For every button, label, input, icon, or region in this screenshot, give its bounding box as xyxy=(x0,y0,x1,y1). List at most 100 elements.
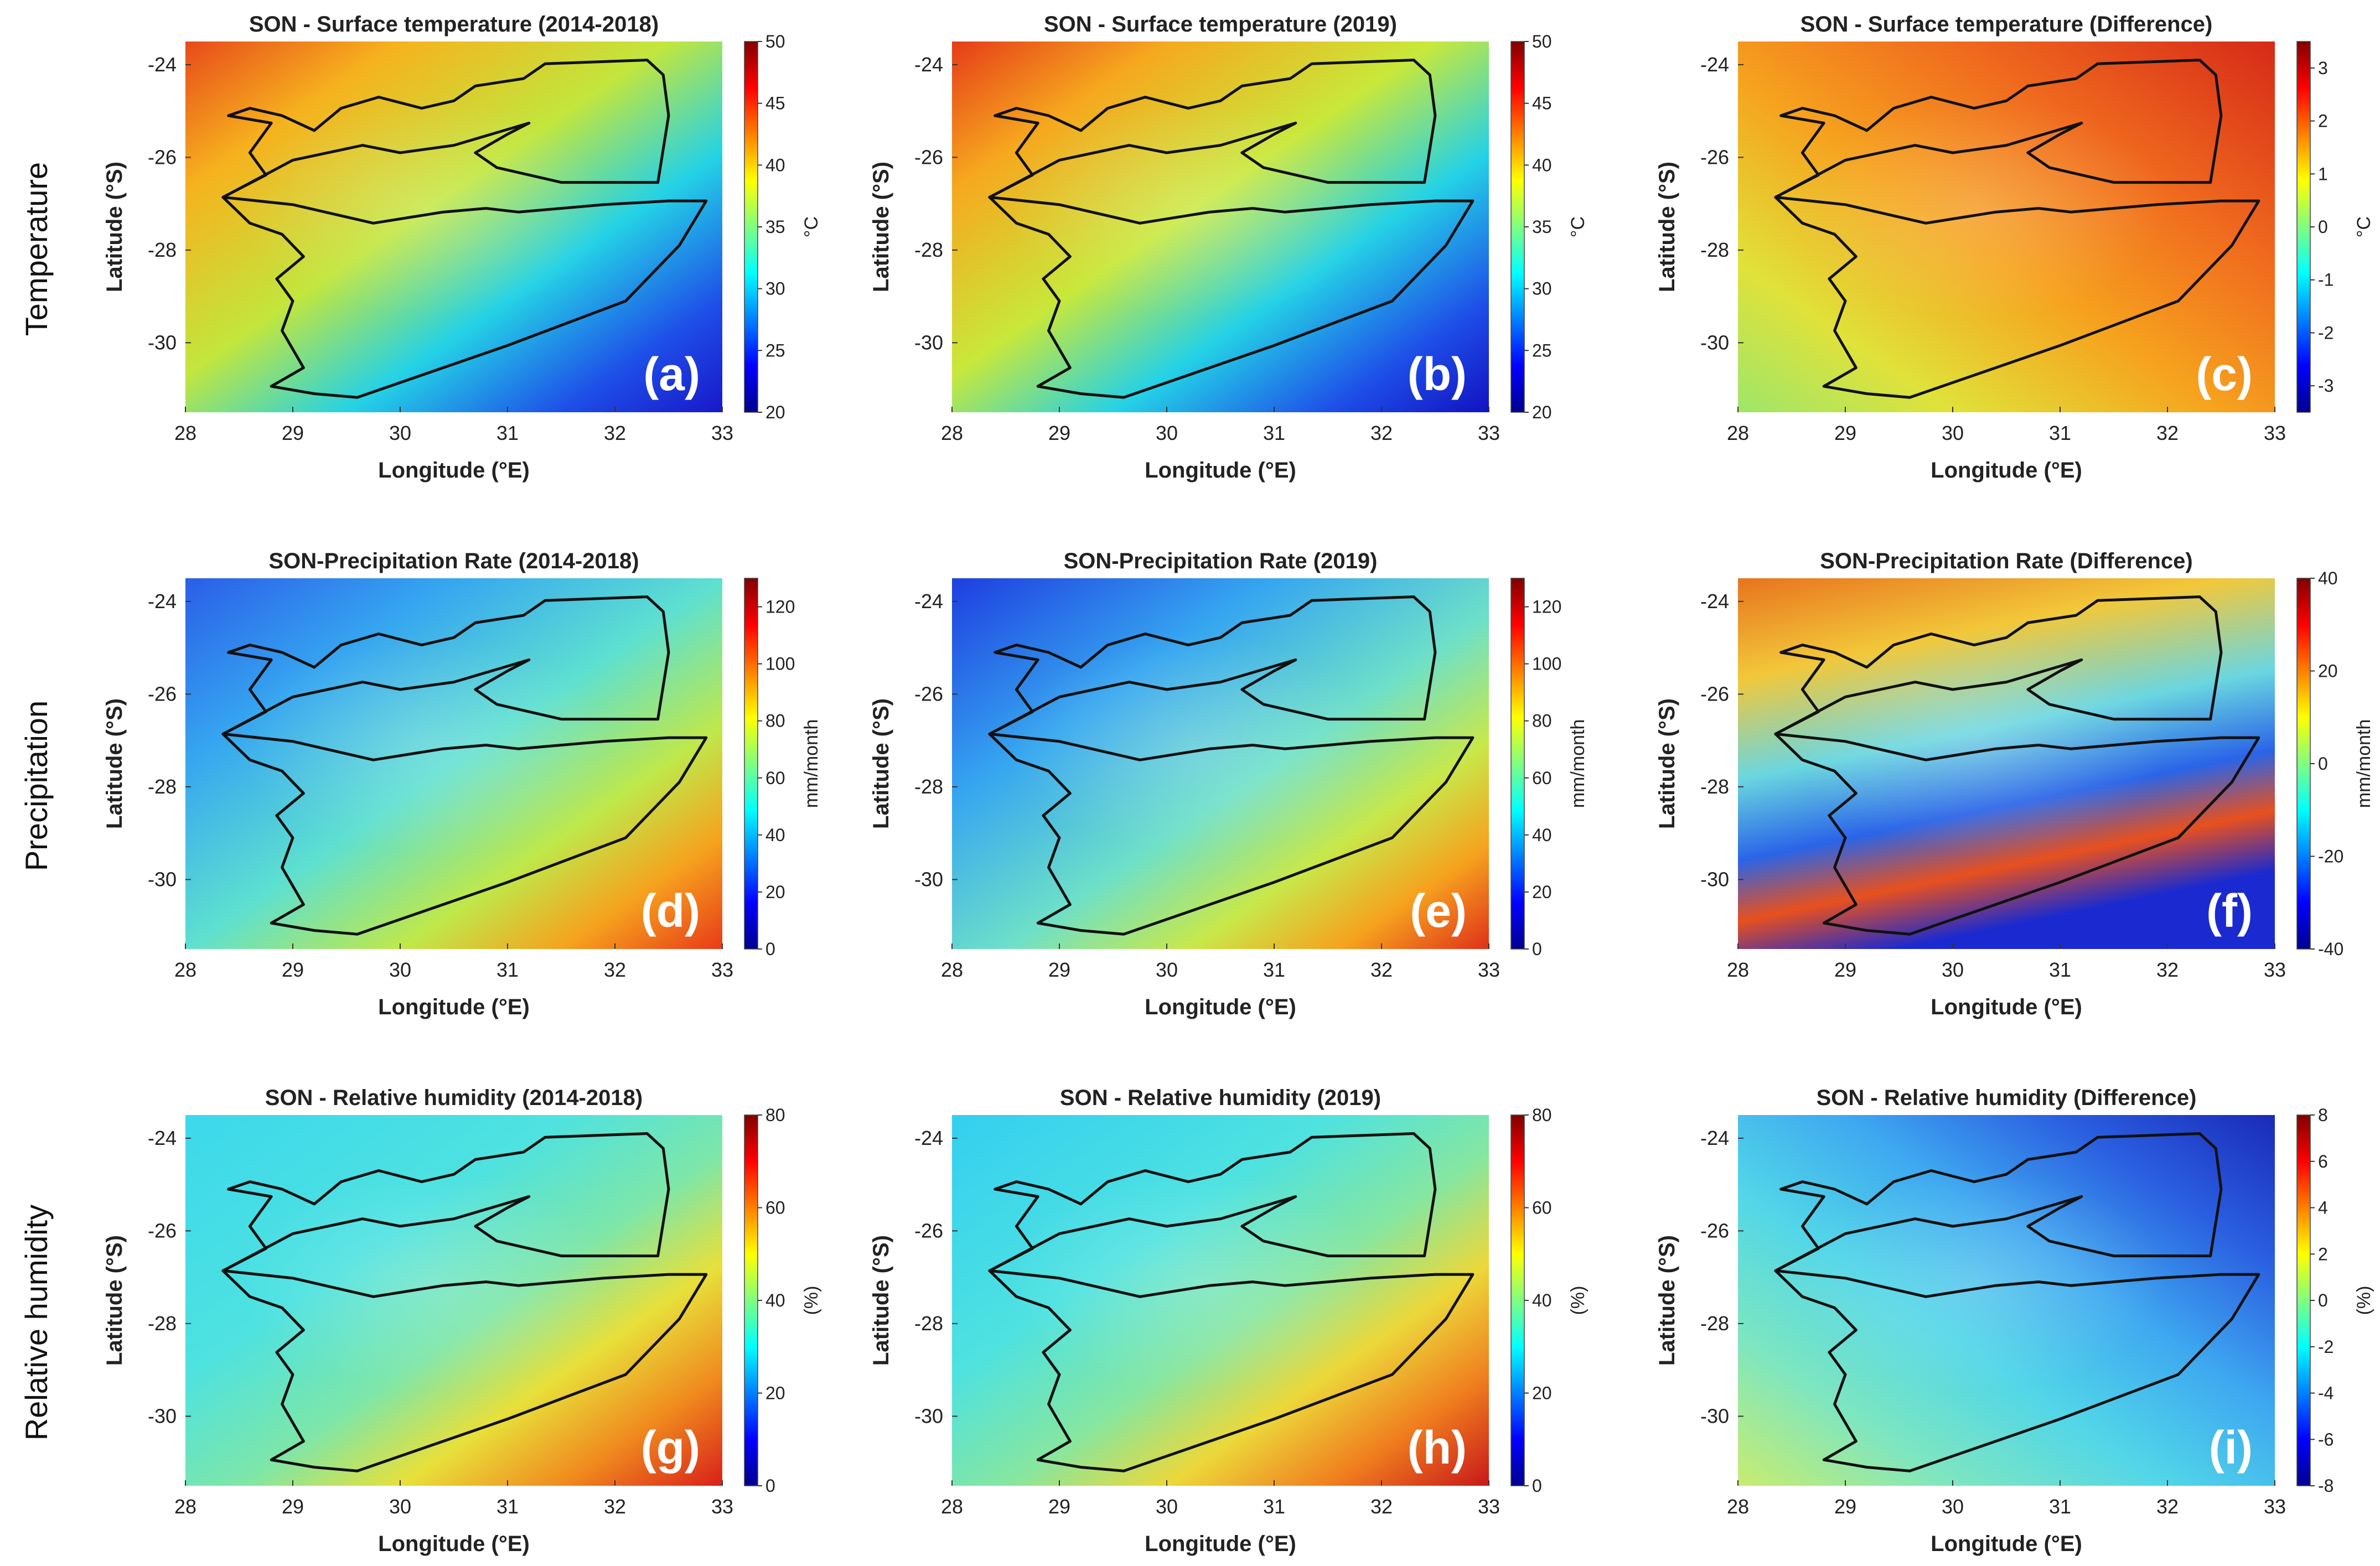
x-tick-label: 33 xyxy=(1478,422,1500,444)
colorbar-tick-label: 60 xyxy=(1532,768,1552,788)
colorbar-tick-label: 60 xyxy=(765,1198,785,1218)
colorbar: -40 -20 0 20 40 mm/month xyxy=(2296,568,2374,959)
y-tick-label: -24 xyxy=(1700,1127,1729,1149)
colorbar-tick-label: 45 xyxy=(765,94,785,113)
x-tick-label: 31 xyxy=(2049,958,2071,981)
colorbar-label: (%) xyxy=(801,1286,822,1315)
x-tick-label: 33 xyxy=(1478,958,1500,981)
y-tick-label: -24 xyxy=(914,1127,943,1149)
panel-letter: (f) xyxy=(2206,885,2253,937)
x-tick-label: 31 xyxy=(496,422,519,444)
y-axis-label: Latitude (°S) xyxy=(1655,162,1679,292)
region-outline-south xyxy=(1774,1269,2260,1472)
colorbar-tick-label: 20 xyxy=(765,882,785,902)
colorbar-tick-label: -3 xyxy=(2318,376,2334,396)
colorbar-scale xyxy=(1510,578,1525,950)
panel-title: SON-Precipitation Rate (2014-2018) xyxy=(268,549,639,573)
colorbar-tick-label: 40 xyxy=(765,825,785,845)
x-tick-label: 30 xyxy=(1942,958,1964,981)
colorbar-scale xyxy=(2296,578,2311,950)
x-tick-label: 28 xyxy=(941,1495,963,1518)
colorbar-tick-label: 20 xyxy=(1532,402,1552,422)
colorbar-tick-label: 0 xyxy=(1532,1476,1542,1496)
x-axis-label: Longitude (°E) xyxy=(378,458,530,483)
y-tick-label: -24 xyxy=(148,590,177,613)
x-tick-label: 31 xyxy=(496,958,519,981)
row-label-precipitation: Precipitation xyxy=(19,701,54,871)
y-tick-label: -24 xyxy=(148,53,177,76)
x-axis-label: Longitude (°E) xyxy=(1931,995,2082,1019)
y-tick-label: -26 xyxy=(1700,682,1729,705)
y-tick-label: -24 xyxy=(148,1127,177,1149)
panel-d: SON-Precipitation Rate (2014-2018) 28 29 30… xyxy=(102,549,822,1019)
colorbar-tick-label: 35 xyxy=(765,217,785,237)
y-axis-label: Latitude (°S) xyxy=(102,162,127,292)
y-tick-label: -26 xyxy=(148,146,177,168)
colorbar-tick-label: 80 xyxy=(765,1105,785,1125)
colorbar-tick-label: 2 xyxy=(2318,1244,2328,1264)
colorbar-scale xyxy=(744,1114,758,1486)
colorbar-tick-label: 20 xyxy=(2318,661,2338,681)
y-axis-label: Latitude (°S) xyxy=(869,698,893,829)
x-axis-label: Longitude (°E) xyxy=(1931,458,2082,483)
y-tick-label: -28 xyxy=(148,1312,177,1335)
panel-letter: (i) xyxy=(2209,1422,2253,1474)
x-tick-label: 29 xyxy=(1834,1495,1856,1518)
x-tick-label: 31 xyxy=(2049,1495,2071,1518)
colorbar-tick-label: 0 xyxy=(2318,1290,2328,1310)
x-tick-label: 31 xyxy=(1263,422,1285,444)
x-tick-label: 29 xyxy=(1048,422,1070,444)
y-tick-label: -30 xyxy=(1700,868,1729,890)
x-tick-label: 29 xyxy=(282,1495,304,1518)
panel-letter: (c) xyxy=(2196,348,2253,400)
x-tick-label: 29 xyxy=(282,958,304,981)
colorbar-tick-label: 2 xyxy=(2318,111,2328,131)
colorbar-tick-label: 50 xyxy=(765,32,785,51)
colorbar-scale xyxy=(1510,41,1525,413)
colorbar-label: °C xyxy=(1567,216,1589,237)
colorbar-tick-label: 80 xyxy=(1532,711,1552,731)
x-tick-label: 28 xyxy=(174,1495,196,1518)
y-axis-label: Latitude (°S) xyxy=(1655,698,1679,829)
colorbar-tick-label: 40 xyxy=(765,155,785,175)
panel-c: SON - Surface temperature (Difference) 28… xyxy=(1655,12,2374,483)
y-axis-label: Latitude (°S) xyxy=(1655,1235,1679,1366)
y-tick-label: -28 xyxy=(148,775,177,798)
y-tick-label: -28 xyxy=(914,238,943,261)
colorbar-scale xyxy=(1510,1114,1525,1486)
x-axis-label: Longitude (°E) xyxy=(1145,1532,1296,1556)
panel-letter: (d) xyxy=(641,885,700,937)
colorbar-tick-label: 25 xyxy=(1532,340,1552,360)
colorbar-scale xyxy=(2296,41,2311,413)
colorbar-tick-label: 20 xyxy=(765,1383,785,1403)
panel-title: SON - Surface temperature (Difference) xyxy=(1800,12,2213,37)
y-tick-label: -28 xyxy=(914,1312,943,1335)
y-tick-label: -30 xyxy=(1700,1404,1729,1427)
panel-letter: (g) xyxy=(641,1422,700,1474)
colorbar-tick-label: 25 xyxy=(765,340,785,360)
colorbar-tick-label: 6 xyxy=(2318,1152,2328,1171)
row-label-relative-humidity: Relative humidity xyxy=(19,1205,54,1440)
y-tick-label: -30 xyxy=(148,331,177,354)
colorbar-tick-label: -40 xyxy=(2318,939,2343,959)
x-tick-label: 32 xyxy=(2156,958,2179,981)
panels: SON - Surface temperature (2014-2018)28 2… xyxy=(102,12,2374,1556)
colorbar-tick-label: 45 xyxy=(1532,94,1552,113)
region-outline-south xyxy=(988,1269,1474,1472)
x-tick-label: 30 xyxy=(389,422,411,444)
x-tick-label: 31 xyxy=(1263,958,1285,981)
panel-g: SON - Relative humidity (2014-2018) 28 29 3… xyxy=(102,1086,822,1556)
colorbar-tick-label: 120 xyxy=(1532,597,1561,617)
panel-title: SON-Precipitation Rate (2019) xyxy=(1064,549,1378,573)
y-axis-label: Latitude (°S) xyxy=(869,162,893,292)
x-tick-label: 33 xyxy=(2264,422,2286,444)
colorbar: -3 -2 -1 0 1 2 3 °C xyxy=(2296,41,2374,413)
panel-title: SON-Precipitation Rate (Difference) xyxy=(1820,549,2192,573)
x-tick-label: 32 xyxy=(604,958,626,981)
x-axis-label: Longitude (°E) xyxy=(1145,458,1296,483)
row-label-temperature: Temperature xyxy=(19,162,54,336)
x-tick-label: 31 xyxy=(496,1495,519,1518)
colorbar-tick-label: 0 xyxy=(1532,939,1542,959)
x-tick-label: 29 xyxy=(1834,958,1856,981)
